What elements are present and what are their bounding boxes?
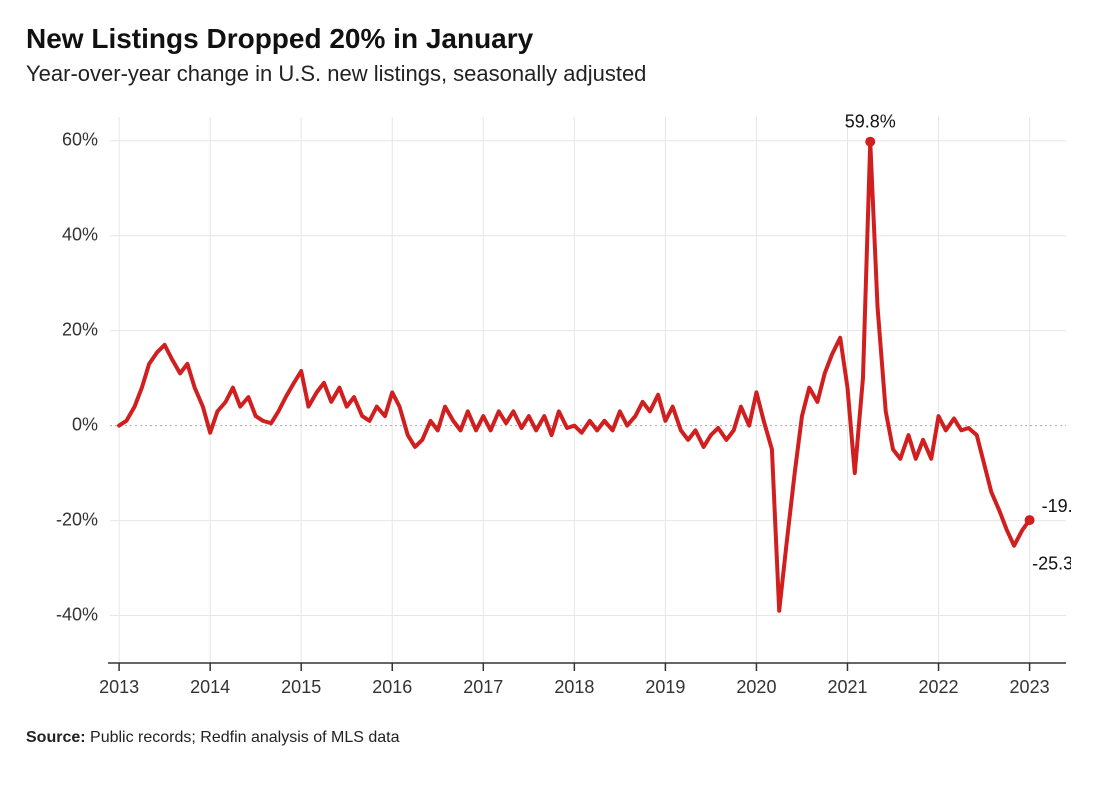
y-tick-label: -20% (56, 509, 98, 529)
chart-subtitle: Year-over-year change in U.S. new listin… (26, 60, 1071, 88)
callout-label: -19.9% (1042, 496, 1071, 516)
chart-source: Source: Public records; Redfin analysis … (26, 729, 1071, 747)
x-tick-label: 2015 (281, 677, 321, 697)
x-tick-label: 2021 (827, 677, 867, 697)
source-text: Public records; Redfin analysis of MLS d… (86, 729, 400, 746)
source-label: Source: (26, 729, 86, 746)
data-marker (1025, 515, 1035, 525)
y-tick-label: 40% (62, 225, 98, 245)
x-tick-label: 2014 (190, 677, 230, 697)
x-tick-label: 2020 (736, 677, 776, 697)
callout-label: 59.8% (845, 112, 896, 132)
line-chart-svg: -40% -20% 0% 20% 40% 60% 2013 2014 2015 2016 2017 2… (26, 105, 1071, 715)
y-tick-label: 0% (72, 414, 98, 434)
x-tick-label: 2013 (99, 677, 139, 697)
x-tick-label: 2022 (919, 677, 959, 697)
y-tick-label: -40% (56, 604, 98, 624)
x-tick-label: 2023 (1010, 677, 1050, 697)
x-tick-label: 2018 (554, 677, 594, 697)
chart-container: New Listings Dropped 20% in January Year… (0, 0, 1097, 791)
x-tick-label: 2016 (372, 677, 412, 697)
data-marker (865, 137, 875, 147)
chart-title: New Listings Dropped 20% in January (26, 22, 1071, 56)
chart-plot-area: -40% -20% 0% 20% 40% 60% 2013 2014 2015 2016 2017 2… (26, 105, 1071, 715)
y-tick-label: 60% (62, 130, 98, 150)
x-tick-label: 2019 (645, 677, 685, 697)
callout-label: -25.3% (1032, 554, 1071, 574)
y-tick-label: 20% (62, 319, 98, 339)
x-tick-label: 2017 (463, 677, 503, 697)
